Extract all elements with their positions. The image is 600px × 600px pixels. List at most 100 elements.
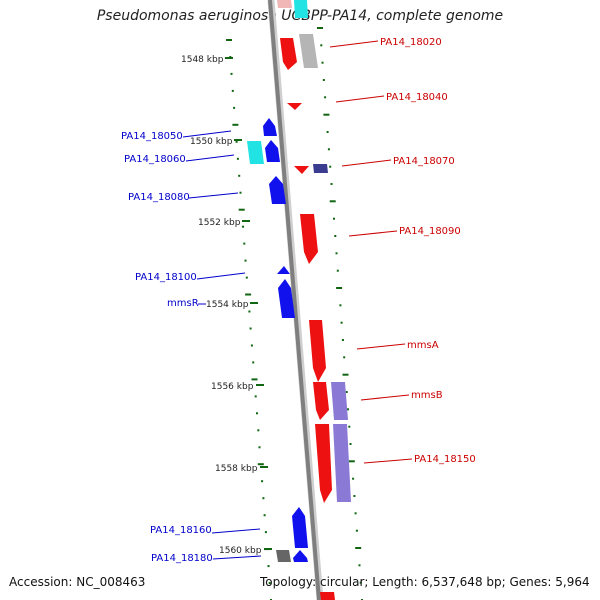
gene-pa14-18060-cyan (247, 141, 264, 164)
track-dot (257, 429, 260, 432)
track-dot (235, 140, 238, 143)
track-dot (254, 395, 257, 398)
track-dot (329, 200, 336, 203)
track-dot (245, 276, 248, 279)
track-dot (233, 106, 236, 109)
track-dot (244, 259, 247, 262)
genome-backbone-core (268, 0, 321, 600)
scale-label: 1552 kbp (198, 218, 241, 228)
scale-label: 1550 kbp (190, 137, 233, 147)
track-dot (267, 565, 270, 568)
track-dot (236, 157, 239, 160)
track-dot (258, 446, 261, 449)
gene-pa14-18080 (269, 176, 286, 204)
track-dot (256, 412, 258, 415)
track-dot (231, 89, 234, 92)
gene-label[interactable]: mmsA (407, 340, 439, 351)
track-dot (336, 269, 339, 272)
gene-pa14-18070-red (294, 166, 309, 174)
track-dot (326, 131, 329, 133)
track-dot (323, 113, 330, 116)
gene-label[interactable]: PA14_18050 (121, 131, 183, 142)
track-dot (341, 339, 344, 341)
gene-label[interactable]: PA14_18080 (128, 192, 190, 203)
gene-pa14-18090 (300, 214, 318, 264)
track-dot (348, 425, 351, 428)
track-dot (317, 27, 323, 29)
gene-pa14-18150-red (315, 424, 332, 503)
track-dot (261, 480, 264, 483)
track-dot (238, 174, 241, 177)
track-dot (262, 497, 265, 500)
gene-pa14-18050 (263, 118, 277, 136)
track-dot (353, 495, 356, 497)
gene-mmsB-purple (331, 382, 348, 420)
scale-label: 1548 kbp (181, 55, 224, 65)
gene-label[interactable]: PA14_18060 (124, 154, 186, 165)
gene-label[interactable]: PA14_18070 (393, 156, 455, 167)
track-dot (340, 321, 343, 324)
track-dot (333, 217, 335, 220)
track-dot (335, 252, 338, 255)
track-dot (355, 529, 358, 532)
track-dot (348, 460, 355, 463)
gene-pa14-18100 (277, 266, 290, 274)
track-dot (352, 477, 355, 480)
gene-pa14-18150-purple (333, 424, 351, 502)
gene-label[interactable]: PA14_18160 (150, 525, 212, 536)
track-dot (239, 191, 242, 194)
track-dot (320, 44, 323, 47)
track-dot (238, 208, 245, 211)
track-dot (355, 547, 362, 549)
scale-label: 1556 kbp (211, 382, 254, 392)
track-dot (354, 512, 357, 515)
gene-top-forward (277, 0, 292, 8)
topology-text: Topology: circular; Length: 6,537,648 bp… (260, 575, 590, 589)
track-dot (345, 391, 348, 393)
track-dot (334, 235, 337, 237)
track-dot (226, 39, 232, 41)
gene-label[interactable]: PA14_18090 (399, 226, 461, 237)
scale-label: 1558 kbp (215, 464, 258, 474)
track-dot (322, 79, 325, 81)
track-dot (268, 582, 271, 584)
gene-label[interactable]: mmsB (411, 390, 443, 401)
gene-label[interactable]: PA14_18180 (151, 553, 213, 564)
gene-pa14-18160 (292, 507, 308, 548)
gene-label[interactable]: PA14_18100 (135, 272, 197, 283)
track-dot (343, 356, 346, 359)
track-dot (248, 310, 251, 313)
track-dot (329, 165, 332, 168)
track-dot (339, 304, 342, 307)
gene-pa14-18070-dark (313, 164, 328, 173)
track-dot (250, 344, 253, 347)
track-dot (359, 581, 362, 584)
gene-label[interactable]: PA14_18040 (386, 92, 448, 103)
track-dot (264, 531, 267, 534)
left-gene-labels: PA14_18050 PA14_18060 PA14_18080 PA14_18… (121, 130, 262, 564)
gene-grey-right (299, 34, 318, 68)
gene-pa14-18040 (287, 103, 302, 110)
track-dot (358, 564, 361, 567)
track-dot (249, 327, 252, 330)
track-dot (230, 72, 233, 75)
scale-label: 1560 kbp (219, 546, 262, 556)
track-dot (232, 123, 239, 126)
gene-label[interactable]: PA14_18150 (414, 454, 476, 465)
scale-ruler: 1548 kbp 1550 kbp 1552 kbp 1554 kbp 1556… (181, 55, 272, 556)
gene-bottom-red (320, 592, 335, 600)
gene-pa14-18060-blue (265, 140, 280, 162)
gene-label[interactable]: mmsR (167, 298, 199, 309)
track-dot (330, 183, 333, 185)
gene-pa14-18180-blue (293, 550, 308, 562)
gene-mmsR (278, 279, 295, 318)
track-dot (327, 148, 330, 151)
track-dot (349, 443, 352, 445)
track-dot (252, 361, 255, 364)
gene-label[interactable]: PA14_18020 (380, 37, 442, 48)
track-dot (324, 96, 327, 99)
right-gene-labels: PA14_18020 PA14_18040 PA14_18070 PA14_18… (329, 37, 476, 465)
outer-track-dots (226, 27, 363, 600)
